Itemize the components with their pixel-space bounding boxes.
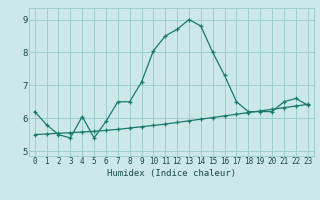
X-axis label: Humidex (Indice chaleur): Humidex (Indice chaleur) [107,169,236,178]
